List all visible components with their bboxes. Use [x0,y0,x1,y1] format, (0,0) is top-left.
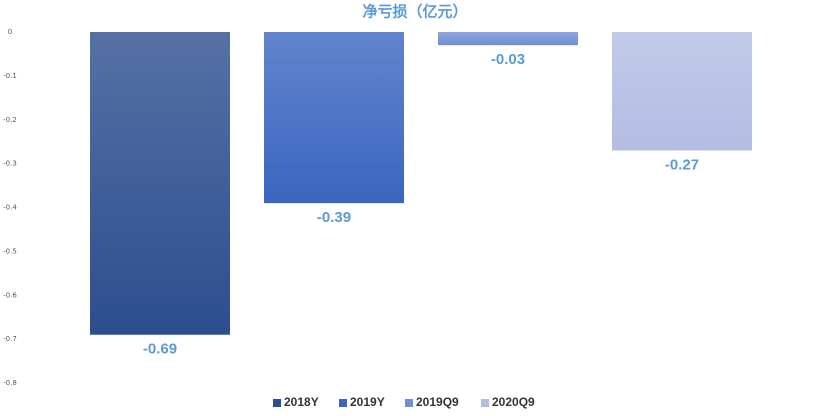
legend-label: 2019Q9 [416,395,459,409]
legend-swatch [481,399,489,407]
legend-swatch [405,399,413,407]
bar [264,32,404,204]
y-tick-label: -0.6 [3,291,17,299]
bar [90,32,230,335]
value-label: -0.27 [665,156,699,173]
y-tick-label: -0.1 [3,72,17,80]
legend-label: 2019Y [350,395,385,409]
y-tick-label: -0.5 [3,247,17,255]
bar [612,32,752,151]
y-tick-label: -0.3 [3,160,17,168]
y-tick-label: -0.4 [3,204,17,212]
y-tick-label: -0.7 [3,335,17,343]
legend-label: 2020Q9 [492,395,535,409]
y-tick-label: -0.2 [3,116,17,124]
y-tick-label: -0.8 [3,379,17,387]
value-label: -0.39 [317,209,351,226]
chart-title: 净亏损（亿元） [362,3,467,21]
y-tick-label: 0 [8,28,12,36]
value-label: -0.69 [143,341,177,358]
bar [438,32,578,46]
legend-label: 2018Y [284,395,319,409]
value-label: -0.03 [491,51,525,68]
legend-swatch [339,399,347,407]
legend-swatch [273,399,281,407]
